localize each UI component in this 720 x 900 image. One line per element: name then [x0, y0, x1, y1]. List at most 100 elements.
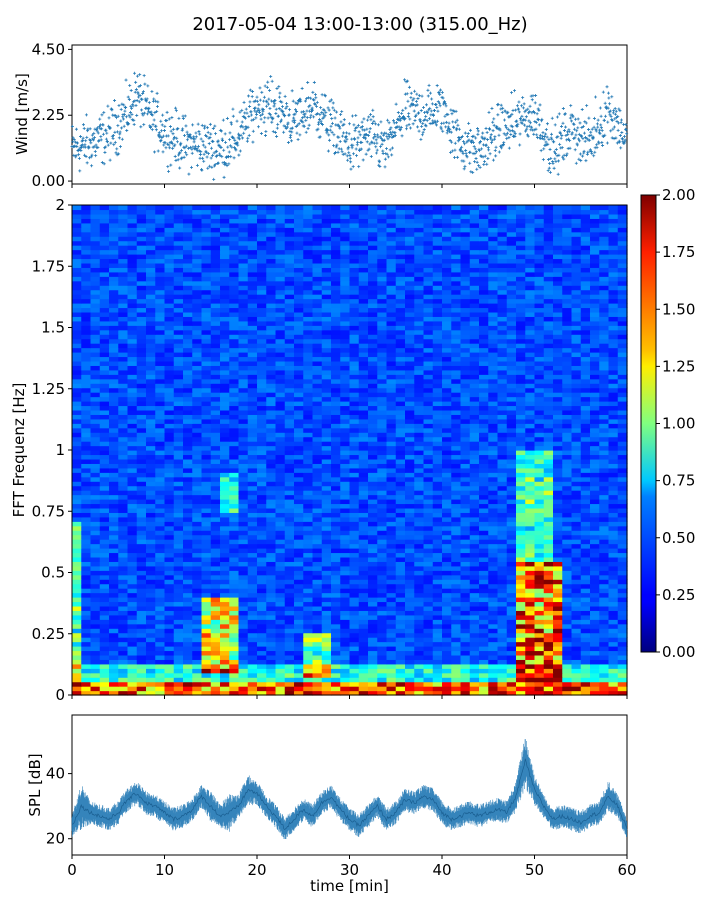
spectrogram-cell: [257, 556, 267, 562]
spectrogram-cell: [349, 436, 360, 442]
spectrogram-cell: [90, 556, 101, 562]
spectrogram-cell: [81, 445, 92, 451]
wind-point: [198, 156, 202, 160]
spectrogram-cell: [201, 534, 212, 540]
spectrogram-cell: [497, 605, 508, 611]
spectrogram-cell: [460, 605, 471, 611]
wind-point: [328, 128, 332, 132]
spectrogram-cell: [183, 663, 193, 669]
spectrogram-cell: [590, 445, 600, 451]
spectrogram-cell: [284, 494, 295, 500]
spectrogram-cell: [312, 454, 323, 460]
spectrogram-cell: [377, 605, 388, 611]
spectrogram-cell: [192, 445, 203, 451]
spectrogram-cell: [229, 503, 240, 509]
spectrogram-cell: [590, 512, 600, 518]
spectrogram-cell: [81, 463, 92, 469]
spectrogram-cell: [386, 436, 397, 442]
wind-point: [126, 95, 130, 99]
spectrogram-cell: [442, 632, 452, 638]
spectrogram-cell: [368, 445, 378, 451]
spectrogram-cell: [173, 450, 184, 456]
spectrogram-cell: [580, 454, 591, 460]
spectrogram-cell: [183, 481, 193, 487]
spectrogram-cell: [386, 561, 397, 567]
spectrogram-cell: [608, 663, 619, 669]
spectrogram-cell: [238, 637, 249, 643]
spectrogram-cell: [580, 507, 591, 513]
wind-point: [326, 106, 330, 110]
spectrogram-cell: [127, 637, 138, 643]
spectrogram-cell: [321, 556, 332, 562]
spectrogram-cell: [349, 565, 360, 571]
spectrogram-cell: [543, 481, 554, 487]
spectrogram-cell: [358, 646, 369, 652]
spectrogram-cell: [377, 552, 388, 558]
spectrogram-cell: [497, 597, 508, 603]
spectrogram-cell: [284, 543, 295, 549]
spectrogram-cell: [275, 476, 286, 482]
spectrogram-cell: [136, 450, 147, 456]
spectrogram-cell: [479, 556, 489, 562]
spectrogram-cell: [488, 601, 499, 607]
spectrogram-cell: [506, 476, 517, 482]
spectrogram-cell: [525, 646, 536, 652]
spectrogram-cell: [349, 499, 360, 505]
spectrogram-cell: [469, 494, 480, 500]
spectrogram-cell: [99, 454, 110, 460]
spectrogram-cell: [109, 467, 119, 473]
spectrogram-cell: [590, 654, 600, 660]
spectrogram-cell: [599, 663, 610, 669]
spectrogram-cell: [479, 565, 489, 571]
spectrogram-cell: [247, 516, 258, 522]
wind-point: [93, 127, 97, 131]
wind-point: [90, 164, 94, 168]
spectrogram-cell: [155, 614, 166, 620]
spectrogram-cell: [173, 499, 184, 505]
spectrogram-cell: [571, 552, 582, 558]
spectrogram-cell: [72, 476, 82, 482]
spectrogram-cell: [423, 530, 434, 536]
spectrogram-cell: [331, 663, 341, 669]
spectrogram-cell: [497, 499, 508, 505]
spectrogram-cell: [173, 686, 184, 692]
wind-y-tick-label: 0.00: [32, 172, 65, 190]
spectrogram-cell: [608, 494, 619, 500]
spectrogram-cell: [164, 534, 175, 540]
spectrogram-cell: [257, 441, 267, 447]
spectrogram-cell: [349, 610, 360, 616]
spectrogram-cell: [90, 583, 101, 589]
spectrogram-cell: [479, 445, 489, 451]
spectrogram-cell: [608, 552, 619, 558]
spectrogram-cell: [201, 663, 212, 669]
spectrogram-cell: [377, 467, 388, 473]
spectrogram-cell: [617, 605, 628, 611]
spectrogram-cell: [451, 552, 462, 558]
wind-point: [184, 124, 188, 128]
spectrogram-cell: [349, 646, 360, 652]
wind-point: [219, 129, 223, 133]
spectrogram-cell: [516, 632, 526, 638]
wind-point: [197, 144, 201, 148]
spectrogram-cell: [358, 641, 369, 647]
spectrogram-cell: [516, 686, 526, 692]
spectrogram-cell: [266, 467, 277, 473]
spectrogram-cell: [331, 668, 341, 674]
wind-point: [209, 132, 213, 136]
spectrogram-cell: [349, 677, 360, 683]
spectrogram-cell: [312, 472, 323, 478]
spectrogram-cell: [562, 601, 573, 607]
wind-point: [104, 145, 108, 149]
spectrogram-cell: [571, 494, 582, 500]
spectrogram-cell: [312, 534, 323, 540]
spectrogram-cell: [247, 463, 258, 469]
spectrogram-cell: [312, 458, 323, 464]
spectrogram-cell: [238, 490, 249, 496]
spectrogram-cell: [377, 543, 388, 549]
spectrogram-cell: [201, 588, 212, 594]
spectrogram-cell: [349, 637, 360, 643]
spectrogram-cell: [81, 632, 92, 638]
spectrogram-cell: [173, 619, 184, 625]
spectrogram-cell: [516, 646, 526, 652]
spectrogram-cell: [488, 641, 499, 647]
